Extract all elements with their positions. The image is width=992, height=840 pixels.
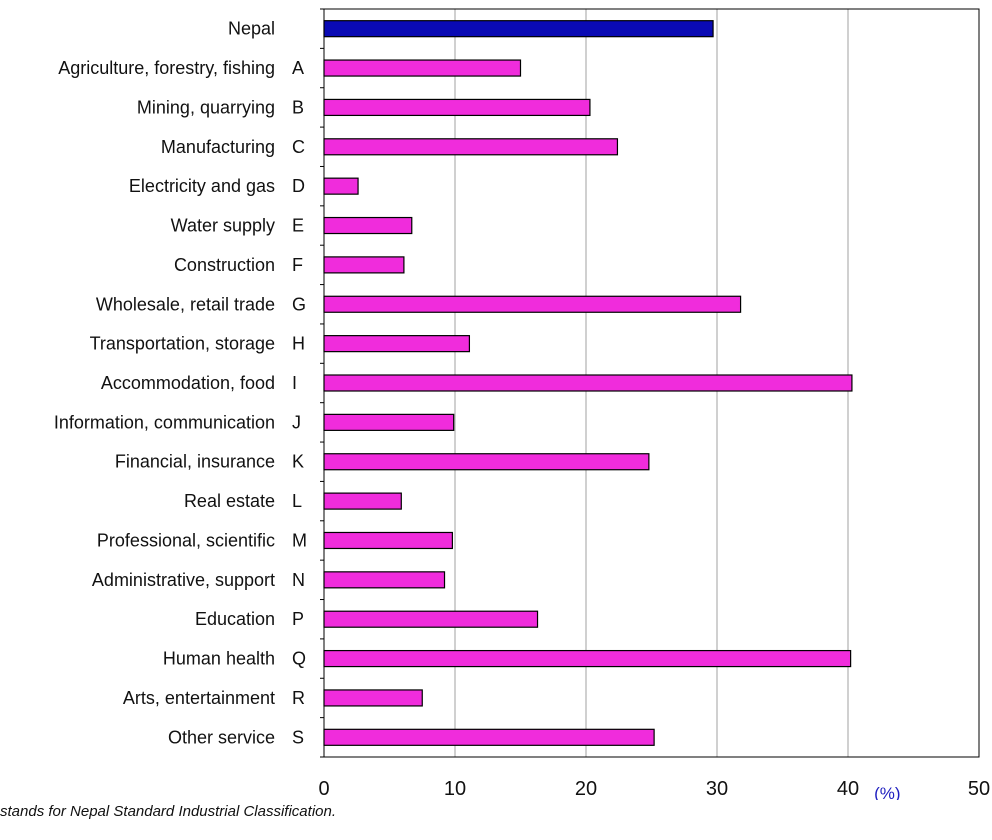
category-code: G	[292, 294, 306, 314]
x-tick-label: 10	[444, 778, 466, 800]
category-code: L	[292, 491, 302, 511]
category-label: Real estate	[184, 491, 275, 511]
category-label: Nepal	[228, 19, 275, 39]
bar-chart: Nepal Agriculture, forestry, fishing A Mini…	[54, 8, 990, 800]
x-tick-labels: 0 10 20 30 40 50	[318, 778, 990, 800]
category-label: Accommodation, food	[101, 373, 275, 393]
bar	[323, 295, 742, 313]
category-label: Wholesale, retail trade	[96, 294, 275, 314]
category-code: B	[292, 97, 304, 117]
bars	[323, 20, 853, 746]
x-unit-label: (%)	[874, 784, 900, 800]
bar	[323, 492, 402, 510]
x-tick-label: 40	[837, 778, 859, 800]
bar	[323, 374, 853, 392]
bar	[323, 98, 591, 117]
category-code: C	[292, 137, 305, 157]
category-code: P	[292, 609, 304, 629]
bar	[323, 649, 852, 668]
bar	[323, 453, 650, 471]
plot-frame	[323, 8, 980, 758]
category-label: Education	[195, 609, 275, 629]
bar	[323, 256, 405, 274]
bar	[323, 689, 423, 707]
category-code: R	[292, 688, 305, 708]
bar	[323, 59, 522, 77]
bar	[323, 216, 413, 235]
axis-ticks	[320, 8, 324, 758]
x-tick-label: 0	[318, 778, 329, 800]
category-code: M	[292, 530, 307, 550]
category-code: E	[292, 216, 304, 236]
category-label: Information, communication	[54, 412, 275, 432]
category-code: Q	[292, 649, 306, 669]
category-label: Electricity and gas	[129, 176, 275, 196]
bar	[323, 571, 446, 589]
category-code: S	[292, 727, 304, 747]
category-label: Arts, entertainment	[123, 688, 275, 708]
category-label: Human health	[163, 649, 275, 669]
bar	[323, 531, 453, 550]
category-code: A	[292, 58, 304, 78]
category-code: F	[292, 255, 303, 275]
category-labels: Nepal Agriculture, forestry, fishing A Mini…	[54, 19, 307, 748]
category-label: Agriculture, forestry, fishing	[58, 58, 275, 78]
category-label: Administrative, support	[92, 570, 275, 590]
category-code: N	[292, 570, 305, 590]
bar-highlight	[323, 20, 714, 38]
category-label: Transportation, storage	[90, 334, 275, 354]
category-label: Water supply	[171, 216, 275, 236]
category-code: D	[292, 176, 305, 196]
bar	[323, 335, 471, 353]
category-label: Professional, scientific	[97, 530, 275, 550]
bar	[323, 138, 619, 156]
bar	[323, 728, 655, 746]
category-label: Construction	[174, 255, 275, 275]
category-code: K	[292, 452, 304, 472]
x-tick-label: 20	[575, 778, 597, 800]
footnote: stands for Nepal Standard Industrial Cla…	[0, 803, 337, 820]
category-code: I	[292, 373, 297, 393]
bar	[323, 610, 539, 628]
category-code: J	[292, 412, 301, 432]
x-tick-label: 50	[968, 778, 990, 800]
category-label: Financial, insurance	[115, 452, 275, 472]
category-label: Other service	[168, 727, 275, 747]
category-label: Mining, quarrying	[137, 97, 275, 117]
x-tick-label: 30	[706, 778, 728, 800]
bar	[323, 413, 455, 431]
bar	[323, 177, 359, 195]
category-label: Manufacturing	[161, 137, 275, 157]
category-code: H	[292, 334, 305, 354]
